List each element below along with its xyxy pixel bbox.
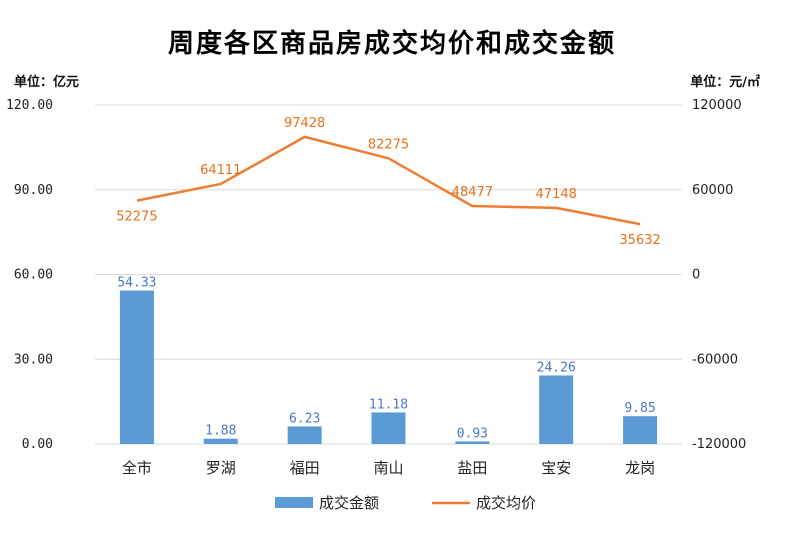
right-axis-tick-label: 120000 xyxy=(692,98,742,113)
bar xyxy=(371,412,406,444)
right-axis-tick-label: 0 xyxy=(692,268,700,283)
category-label: 南山 xyxy=(373,459,403,477)
left-axis-tick-label: 30.00 xyxy=(14,352,53,367)
line-data-label: 48477 xyxy=(452,185,493,200)
bar-series: 54.33 1.88 6.23 11.18 0.93 24.26 9.85 xyxy=(117,276,658,444)
category-label: 全市 xyxy=(122,459,152,477)
right-axis-tick-label: -120000 xyxy=(692,437,746,452)
left-axis-unit: 单位：亿元 xyxy=(14,74,79,90)
right-axis-unit: 单位：元/㎡ xyxy=(690,74,760,90)
legend-label: 成交均价 xyxy=(476,494,536,512)
bar xyxy=(539,375,574,444)
left-axis-tick-label: 60.00 xyxy=(14,268,53,283)
legend-bar-swatch xyxy=(275,497,313,508)
right-axis-tick-label: -60000 xyxy=(692,352,738,367)
line-data-label: 82275 xyxy=(368,137,409,152)
bar-data-label: 9.85 xyxy=(624,401,655,416)
legend-label: 成交金额 xyxy=(319,494,379,512)
gridlines xyxy=(95,104,682,445)
left-axis-tick-label: 0.00 xyxy=(22,437,53,452)
line-data-label: 35632 xyxy=(619,233,660,248)
right-axis-tick-label: 60000 xyxy=(692,183,733,198)
category-label: 宝安 xyxy=(541,459,571,477)
axes: 120.00 120000 90.00 60000 60.00 0 30.00 -60000 0… xyxy=(6,98,746,477)
bar-data-label: 6.23 xyxy=(289,411,320,426)
category-label: 福田 xyxy=(290,459,320,477)
chart-title: 周度各区商品房成交均价和成交金额 xyxy=(168,28,616,59)
left-axis-tick-label: 90.00 xyxy=(14,183,53,198)
category-label: 罗湖 xyxy=(206,459,236,477)
bar-data-label: 0.93 xyxy=(457,426,488,441)
legend: 成交金额 成交均价 xyxy=(275,494,536,512)
bar xyxy=(455,441,490,444)
bar-data-label: 54.33 xyxy=(117,276,156,291)
bar xyxy=(623,416,658,444)
bar-data-label: 24.26 xyxy=(537,360,576,375)
bar xyxy=(287,426,322,444)
line-data-label: 64111 xyxy=(200,163,241,178)
line-data-label: 47148 xyxy=(536,187,577,202)
price-line xyxy=(136,135,641,226)
bar-data-label: 1.88 xyxy=(205,424,236,439)
line-data-label: 97428 xyxy=(284,116,325,131)
line-data-label: 52275 xyxy=(116,210,157,225)
left-axis-tick-label: 120.00 xyxy=(6,98,53,113)
bar xyxy=(203,438,238,444)
category-label: 盐田 xyxy=(457,459,487,477)
bar xyxy=(119,290,154,444)
bar-data-label: 11.18 xyxy=(369,397,408,412)
category-label: 龙岗 xyxy=(625,459,655,477)
line-series: 52275 64111 97428 82275 48477 47148 35632 xyxy=(116,116,661,248)
